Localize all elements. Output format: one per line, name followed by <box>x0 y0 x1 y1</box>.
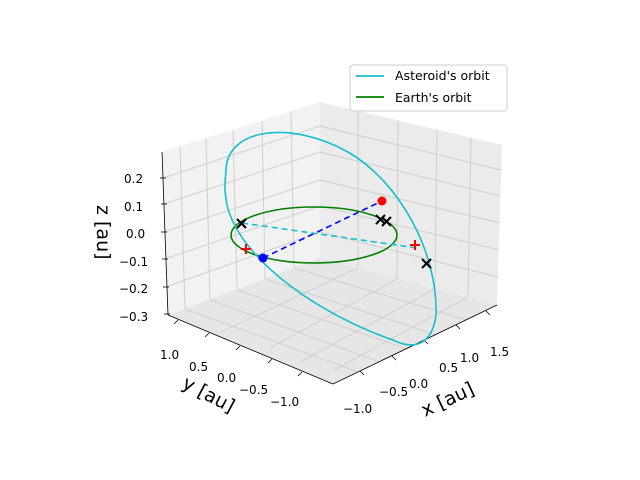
x-tick-label: 1.5 <box>490 345 509 359</box>
black-x-marker <box>421 258 432 269</box>
red-dot-marker <box>377 196 387 206</box>
x-tick-label: −1.0 <box>343 402 372 416</box>
x-tick-label: −0.5 <box>379 385 408 399</box>
z-axis-label: z [au] <box>92 205 114 260</box>
z-tick-label: −0.2 <box>119 282 148 296</box>
blue-dot-marker <box>258 253 268 263</box>
pane-floor <box>168 258 497 384</box>
y-tick-label: 1.0 <box>160 348 179 362</box>
grid-lines <box>162 110 502 373</box>
black-x-marker <box>236 218 247 229</box>
y-tick-label: 0.5 <box>189 360 208 374</box>
black-x-marker <box>375 214 386 225</box>
y-tick-label: −0.5 <box>239 383 268 397</box>
legend: Asteroid's orbit Earth's orbit <box>349 64 508 112</box>
legend-label-asteroid: Asteroid's orbit <box>395 68 490 83</box>
pane-left <box>162 102 320 315</box>
z-tick-label: −0.1 <box>119 255 148 269</box>
y-tick-label: 0.0 <box>217 371 236 385</box>
y-tick-label: −1.0 <box>270 395 299 409</box>
earth-orbit <box>230 206 398 264</box>
z-tick-label: 0.0 <box>126 227 145 241</box>
pane-right <box>320 102 502 305</box>
black-x-marker <box>381 216 392 227</box>
asteroid-orbit <box>224 131 437 346</box>
x-tick-label: 0.0 <box>409 377 428 391</box>
dashed-line-blue <box>262 200 383 259</box>
legend-label-earth: Earth's orbit <box>395 90 472 105</box>
z-tick-label: 0.1 <box>124 200 143 214</box>
red-plus-marker <box>410 240 420 250</box>
tick-marks <box>160 177 491 377</box>
x-tick-label: 0.5 <box>439 361 458 375</box>
z-tick-label: 0.2 <box>124 172 143 186</box>
x-tick-label: 1.0 <box>460 351 479 365</box>
z-tick-label: −0.3 <box>119 310 148 324</box>
red-plus-marker <box>241 244 251 254</box>
